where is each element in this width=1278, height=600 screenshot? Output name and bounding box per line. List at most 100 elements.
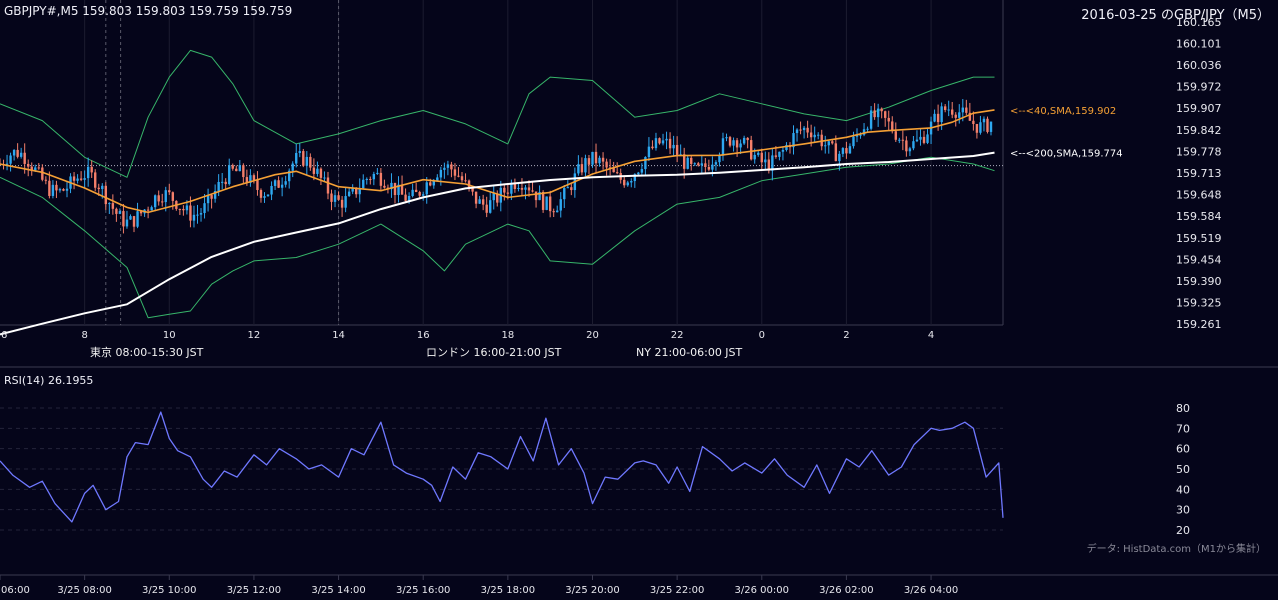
price-tick-label: 160.165 bbox=[1176, 16, 1222, 29]
candle-body bbox=[390, 182, 393, 190]
session-london: ロンドン 16:00-21:00 JST bbox=[420, 342, 630, 363]
rsi-tick-label: 40 bbox=[1176, 483, 1190, 496]
date-tick-label: 3/25 16:00 bbox=[396, 585, 450, 596]
candle-body bbox=[460, 176, 464, 181]
candle-body bbox=[778, 151, 781, 157]
candle-body bbox=[623, 179, 626, 186]
candle-body bbox=[118, 211, 122, 214]
candle-body bbox=[682, 154, 686, 169]
candle-body bbox=[210, 195, 213, 199]
candle-body bbox=[101, 185, 104, 190]
candle-body bbox=[425, 182, 428, 195]
sma200-line bbox=[0, 151, 995, 336]
candle-body bbox=[594, 151, 598, 164]
candle-body bbox=[298, 151, 301, 154]
candle-body bbox=[943, 106, 947, 110]
candle-body bbox=[238, 165, 242, 172]
candle-body bbox=[845, 148, 848, 154]
candle-body bbox=[457, 175, 460, 177]
candle-body bbox=[252, 175, 256, 181]
candle-body bbox=[813, 134, 816, 138]
candle-body bbox=[933, 113, 936, 122]
candle-body bbox=[587, 158, 591, 165]
candle-body bbox=[19, 152, 23, 157]
candle-body bbox=[566, 187, 570, 189]
candle-body bbox=[898, 139, 901, 141]
candle-body bbox=[263, 196, 266, 198]
candle-body bbox=[972, 120, 975, 124]
candle-body bbox=[65, 188, 69, 191]
candle-body bbox=[48, 180, 51, 196]
candle-body bbox=[802, 127, 806, 131]
candle-body bbox=[358, 188, 361, 195]
candle-body bbox=[139, 211, 143, 214]
candle-body bbox=[527, 187, 531, 191]
candle-body bbox=[880, 108, 883, 112]
candle-body bbox=[986, 118, 989, 132]
sma40-line bbox=[0, 109, 995, 214]
candle-body bbox=[90, 166, 93, 173]
price-tick-label: 159.584 bbox=[1176, 210, 1222, 223]
candle-body bbox=[397, 184, 400, 196]
candle-body bbox=[869, 110, 873, 129]
candle-body bbox=[439, 169, 443, 178]
hour-tick-label: 18 bbox=[501, 330, 514, 341]
candle-body bbox=[781, 149, 785, 152]
candle-body bbox=[302, 151, 305, 166]
candle-body bbox=[503, 187, 506, 193]
candle-body bbox=[111, 203, 115, 209]
candle-body bbox=[86, 166, 90, 179]
candle-body bbox=[316, 168, 319, 174]
candle-body bbox=[718, 155, 721, 163]
hour-tick-label: 0 bbox=[759, 330, 765, 341]
price-tick-label: 159.390 bbox=[1176, 275, 1222, 288]
candle-body bbox=[658, 138, 661, 144]
candle-body bbox=[291, 163, 294, 171]
candle-body bbox=[443, 167, 446, 170]
date-tick-label: 3/25 08:00 bbox=[57, 585, 111, 596]
candle-body bbox=[379, 172, 383, 186]
data-credit: データ: HistData.com（M1から集計） bbox=[1086, 544, 1266, 555]
hour-tick-label: 2 bbox=[843, 330, 849, 341]
candle-body bbox=[496, 193, 499, 203]
candle-body bbox=[94, 172, 97, 188]
candle-body bbox=[284, 181, 287, 185]
price-grid bbox=[0, 0, 1278, 576]
candle-body bbox=[97, 187, 100, 190]
candle-body bbox=[774, 155, 778, 157]
candle-body bbox=[707, 166, 711, 170]
candle-body bbox=[926, 134, 929, 143]
candle-body bbox=[23, 152, 26, 164]
candle-body bbox=[725, 137, 728, 139]
candle-body bbox=[577, 164, 580, 174]
candlesticks bbox=[0, 99, 993, 234]
candle-body bbox=[132, 216, 136, 227]
candle-body bbox=[640, 169, 644, 173]
candle-body bbox=[753, 154, 756, 160]
candle-body bbox=[989, 121, 993, 132]
candle-body bbox=[591, 151, 594, 165]
candle-body bbox=[947, 109, 950, 111]
candle-body bbox=[651, 146, 654, 149]
candle-body bbox=[675, 144, 679, 155]
rsi-plot bbox=[0, 411, 1004, 523]
candle-body bbox=[453, 169, 457, 176]
candle-body bbox=[510, 183, 513, 194]
hour-tick-label: 10 bbox=[163, 330, 176, 341]
candle-body bbox=[266, 194, 270, 197]
sma-annotation-label: <--<200,SMA,159.774 bbox=[1010, 149, 1123, 160]
candle-body bbox=[686, 157, 689, 169]
candle-body bbox=[764, 159, 767, 163]
candle-body bbox=[168, 190, 171, 193]
candle-body bbox=[51, 184, 55, 196]
candle-body bbox=[760, 152, 763, 163]
candle-body bbox=[735, 140, 739, 148]
price-tick-label: 159.519 bbox=[1176, 232, 1222, 245]
candle-body bbox=[785, 145, 788, 150]
bollinger-lower-line bbox=[0, 156, 995, 319]
rsi-tick-label: 70 bbox=[1176, 422, 1190, 435]
candle-body bbox=[545, 196, 548, 210]
candle-body bbox=[330, 193, 333, 202]
price-tick-label: 159.454 bbox=[1176, 254, 1222, 267]
candle-body bbox=[34, 167, 37, 171]
